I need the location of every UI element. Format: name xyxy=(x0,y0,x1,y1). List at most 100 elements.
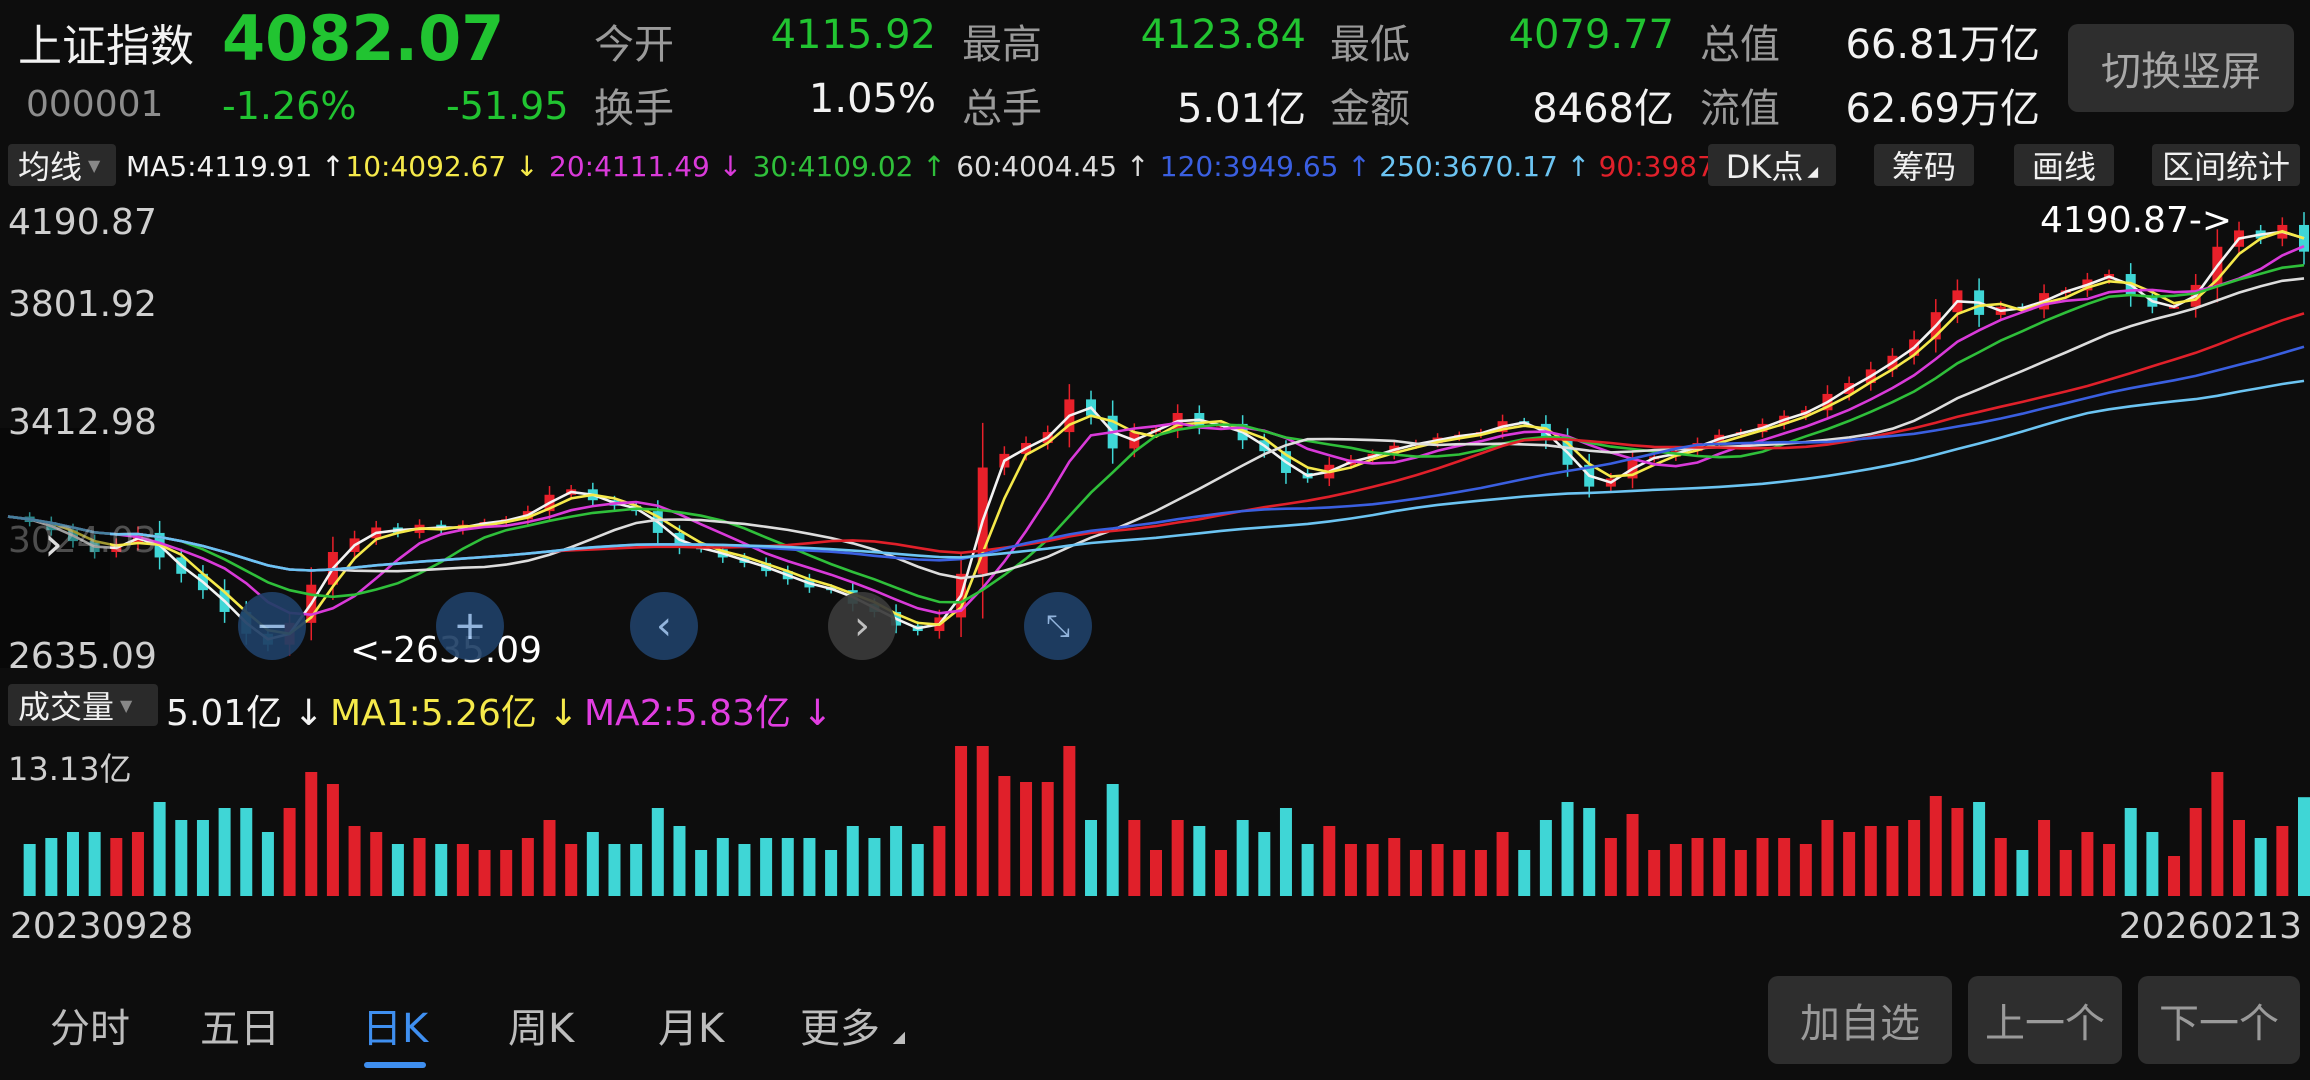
stat-value-low: 4079.77 xyxy=(1508,12,1674,58)
ma-line-4 xyxy=(7,277,2305,580)
draw-line-button[interactable]: 画线 xyxy=(2014,144,2114,186)
volume-bar xyxy=(1258,832,1271,896)
volume-bar xyxy=(1778,838,1791,896)
ma-selector-label: 均线 xyxy=(18,148,83,186)
volume-bar xyxy=(608,844,621,896)
volume-bar xyxy=(651,808,664,896)
tab-intraday[interactable]: 分时 xyxy=(50,1006,130,1052)
change-value: -51.95 xyxy=(446,84,569,128)
volume-bar xyxy=(1929,796,1942,896)
stat-value-float-value: 62.69万亿 xyxy=(1845,86,2040,132)
volume-bar xyxy=(66,832,79,896)
kline-chart[interactable]: › xyxy=(0,198,2310,674)
volume-bar xyxy=(2146,832,2159,896)
volume-bar xyxy=(500,850,513,896)
volume-bar xyxy=(2211,772,2224,896)
volume-bar xyxy=(218,808,231,896)
tab-more-label: 更多 xyxy=(800,1006,880,1052)
quote-header: 上证指数 000001 4082.07 -1.26% -51.95 今开 411… xyxy=(0,0,2310,138)
volume-bar xyxy=(305,772,318,896)
ma-value-2: 20:4111.49 ↓ xyxy=(549,150,743,183)
collapse-button[interactable]: ⤡ xyxy=(1024,592,1092,660)
volume-bar xyxy=(1691,838,1704,896)
volume-bar xyxy=(1821,820,1834,896)
stat-value-amount: 8468亿 xyxy=(1532,86,1674,132)
volume-bar xyxy=(955,746,968,896)
scroll-left-button[interactable]: ‹ xyxy=(630,592,698,660)
volume-bar xyxy=(413,838,426,896)
volume-bar xyxy=(1994,838,2007,896)
tab-five-day[interactable]: 五日 xyxy=(200,1006,280,1052)
stat-label-low: 最低 xyxy=(1330,22,1410,68)
tab-daily-k[interactable]: 日K xyxy=(362,1006,429,1052)
volume-selector[interactable]: 成交量 ▼ xyxy=(8,684,158,726)
volume-bar xyxy=(348,826,361,896)
volume-chart[interactable]: 13.13亿 xyxy=(0,734,2310,896)
stat-label-turnover: 换手 xyxy=(594,86,674,132)
volume-bar xyxy=(1063,746,1076,896)
tab-monthly-k[interactable]: 月K xyxy=(658,1006,725,1052)
price-axis-min: 2635.09 xyxy=(8,636,157,677)
ma-value-1: 10:4092.67 ↓ xyxy=(345,150,539,183)
volume-bar xyxy=(781,838,794,896)
volume-bar xyxy=(2168,856,2181,896)
volume-bar xyxy=(1214,850,1227,896)
volume-bar xyxy=(2276,826,2289,896)
volume-bar xyxy=(738,844,751,896)
volume-bar xyxy=(695,850,708,896)
volume-plot xyxy=(23,746,2310,896)
stat-label-high: 最高 xyxy=(962,22,1042,68)
collapse-arrows-icon: ⤡ xyxy=(1046,608,1070,644)
volume-bar xyxy=(1951,808,1964,896)
volume-bar xyxy=(23,844,36,896)
volume-value: 5.01亿 ↓ xyxy=(166,693,324,734)
volume-bar xyxy=(478,850,491,896)
zoom-out-button[interactable]: − xyxy=(238,592,306,660)
volume-bar xyxy=(911,844,924,896)
corner-triangle-icon: ◢ xyxy=(892,1027,906,1046)
ma-selector[interactable]: 均线 ▼ xyxy=(8,144,116,186)
volume-bar xyxy=(1236,820,1249,896)
volume-bar xyxy=(1648,850,1661,896)
range-stats-button[interactable]: 区间统计 xyxy=(2152,144,2300,186)
next-button[interactable]: 下一个 xyxy=(2138,976,2300,1064)
switch-portrait-button[interactable]: 切换竖屏 xyxy=(2068,24,2294,112)
volume-bar xyxy=(196,820,209,896)
zoom-in-button[interactable]: + xyxy=(436,592,504,660)
volume-bar xyxy=(1128,820,1141,896)
volume-bar xyxy=(1886,826,1899,896)
volume-bar xyxy=(1756,838,1769,896)
previous-button[interactable]: 上一个 xyxy=(1968,976,2122,1064)
volume-bar xyxy=(543,820,556,896)
add-watchlist-button[interactable]: 加自选 xyxy=(1768,976,1952,1064)
stat-value-total-hands: 5.01亿 xyxy=(1176,86,1306,132)
ma-legend-bar: 均线 ▼ MA5:4119.91 ↑ 10:4092.67 ↓ 20:4111.49… xyxy=(0,140,2310,192)
ma-value-0: MA5:4119.91 ↑ xyxy=(126,150,345,183)
scroll-right-button[interactable]: › xyxy=(828,592,896,660)
volume-bar xyxy=(370,832,383,896)
volume-bar xyxy=(110,838,123,896)
volume-bar xyxy=(890,826,903,896)
stat-label-total-value: 总值 xyxy=(1700,22,1780,68)
volume-bar xyxy=(283,808,296,896)
volume-bar xyxy=(1323,826,1336,896)
volume-bar xyxy=(630,844,643,896)
chevron-right-icon[interactable]: › xyxy=(44,516,64,572)
period-tabs: 分时 五日 日K 周K 月K 更多 ◢ xyxy=(0,980,1000,1080)
dk-point-button[interactable]: DK点 ◢ xyxy=(1708,144,1836,186)
chips-button[interactable]: 筹码 xyxy=(1874,144,1974,186)
change-percent: -1.26% xyxy=(222,84,357,128)
volume-bar xyxy=(435,844,448,896)
tab-weekly-k[interactable]: 周K xyxy=(508,1006,575,1052)
volume-bar xyxy=(175,820,188,896)
volume-bar xyxy=(240,808,253,896)
corner-triangle-icon: ◢ xyxy=(1807,164,1819,180)
tab-more[interactable]: 更多 ◢ xyxy=(800,996,905,1054)
volume-bar xyxy=(1669,844,1682,896)
stat-value-open: 4115.92 xyxy=(770,12,936,58)
ma-value-5: 120:3949.65 ↑ xyxy=(1159,150,1371,183)
price-axis-max: 4190.87 xyxy=(8,202,157,243)
volume-bar xyxy=(391,844,404,896)
volume-bar xyxy=(2103,844,2116,896)
volume-bar xyxy=(976,746,989,896)
